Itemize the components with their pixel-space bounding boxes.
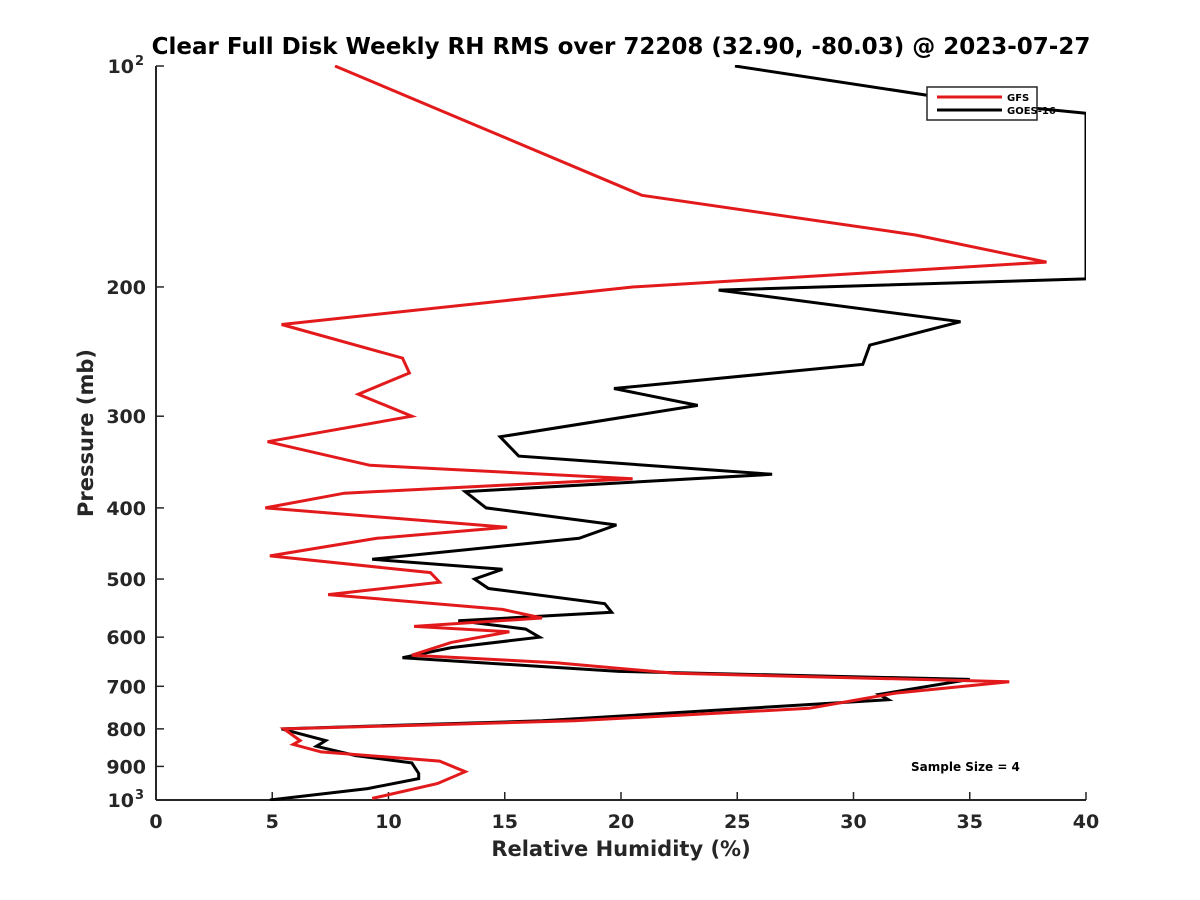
x-ticks: 0 5 10 15 20 25 30 35 40 [149,792,1099,833]
y-tick-label-5: 600 [106,627,146,649]
series-line-gfs [265,65,1047,800]
y-tick-label-sup-0: 2 [135,54,144,69]
x-tick-label-7: 35 [957,811,983,833]
chart-title: Clear Full Disk Weekly RH RMS over 72208… [152,34,1091,60]
y-tick-label-1: 200 [106,277,146,299]
y-axis-title: Pressure (mb) [74,349,98,517]
y-tick-label-3: 400 [106,498,146,520]
series-layer [265,65,1086,801]
y-tick-label-9: 10 [108,790,134,812]
series-line-goes-16 [269,65,1086,801]
y-tick-label-4: 500 [106,569,146,591]
sample-size-annotation: Sample Size = 4 [911,760,1020,774]
y-tick-label-0: 10 [108,56,134,78]
legend: GFS GOES-16 [926,86,1056,121]
y-tick-label-8: 900 [106,756,146,778]
x-tick-label-2: 10 [375,811,401,833]
y-tick-label-6: 700 [106,676,146,698]
x-tick-label-8: 40 [1073,811,1099,833]
x-tick-label-5: 25 [724,811,750,833]
legend-label-goes-16: GOES-16 [1007,106,1056,117]
x-tick-label-4: 20 [608,811,634,833]
legend-label-gfs: GFS [1007,93,1029,104]
y-tick-label-7: 800 [106,719,146,741]
x-tick-label-1: 5 [266,811,279,833]
x-tick-label-3: 15 [492,811,518,833]
y-tick-label-sup-9: 3 [135,788,144,803]
y-tick-label-2: 300 [106,406,146,428]
legend-box [926,86,1038,121]
x-tick-label-0: 0 [149,811,162,833]
x-axis-title: Relative Humidity (%) [491,837,750,861]
x-tick-label-6: 30 [840,811,866,833]
